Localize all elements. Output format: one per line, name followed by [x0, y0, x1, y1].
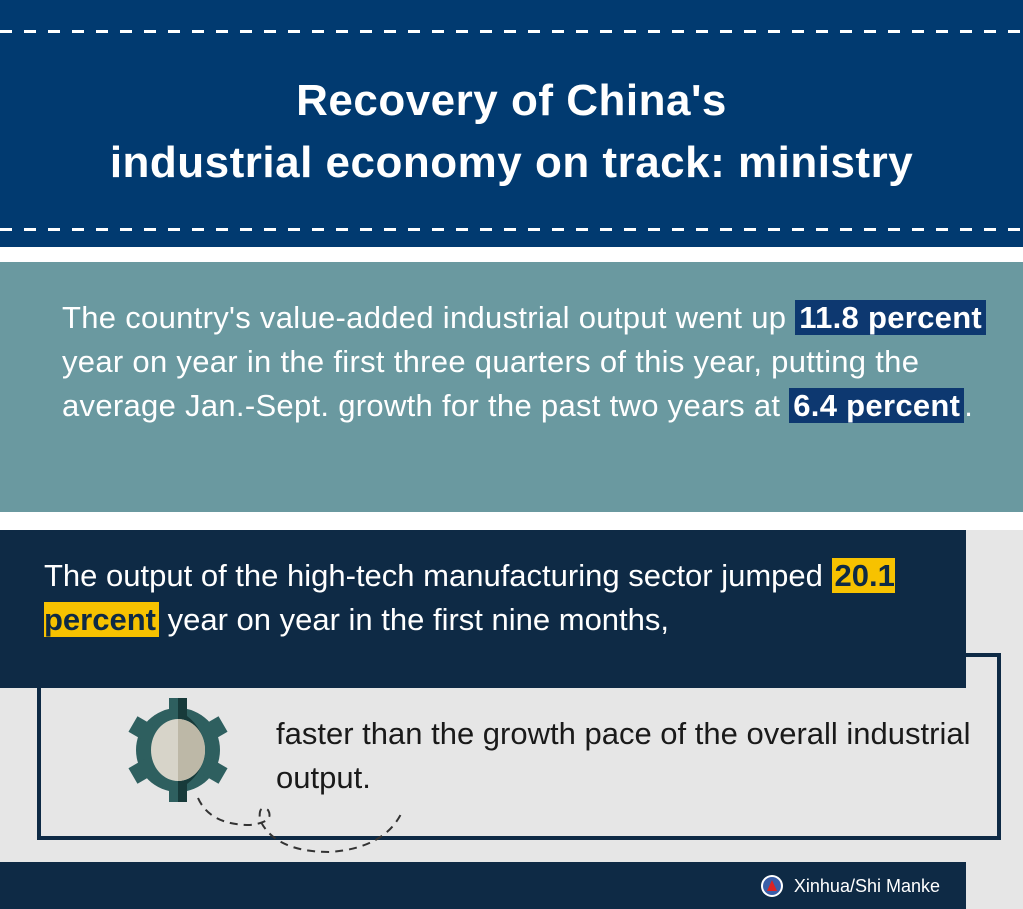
page-title: Recovery of China's industrial economy o…: [0, 70, 1023, 194]
highlight-11-8: 11.8 percent: [795, 300, 987, 335]
title-line-1: Recovery of China's: [296, 76, 727, 125]
output-growth-panel: The country's value-added industrial out…: [0, 262, 1023, 512]
header-banner: Recovery of China's industrial economy o…: [0, 0, 1023, 247]
credit-text: Xinhua/Shi Manke: [793, 875, 940, 896]
output-growth-text: The country's value-added industrial out…: [62, 296, 992, 428]
comparison-text: faster than the growth pace of the overa…: [276, 716, 971, 795]
text: year on year in the first three quarters…: [62, 344, 920, 423]
high-tech-panel: The output of the high-tech manufacturin…: [0, 530, 966, 688]
dashed-arrow-path: [197, 797, 403, 854]
title-line-2: industrial economy on track: ministry: [109, 138, 914, 187]
high-tech-text: The output of the high-tech manufacturin…: [44, 554, 944, 642]
credit: Xinhua/Shi Manke: [760, 874, 940, 898]
dashed-divider: [0, 30, 1023, 33]
footer-bar: Xinhua/Shi Manke: [0, 862, 966, 909]
text: year on year in the first nine months,: [158, 602, 670, 637]
dashed-divider: [0, 228, 1023, 231]
highlight-6-4: 6.4 percent: [789, 388, 965, 423]
xinhua-logo-icon: [760, 875, 783, 897]
text: The output of the high-tech manufacturin…: [44, 558, 832, 593]
text: .: [964, 388, 974, 423]
gear-icon: [128, 698, 228, 802]
text: The country's value-added industrial out…: [62, 300, 796, 335]
